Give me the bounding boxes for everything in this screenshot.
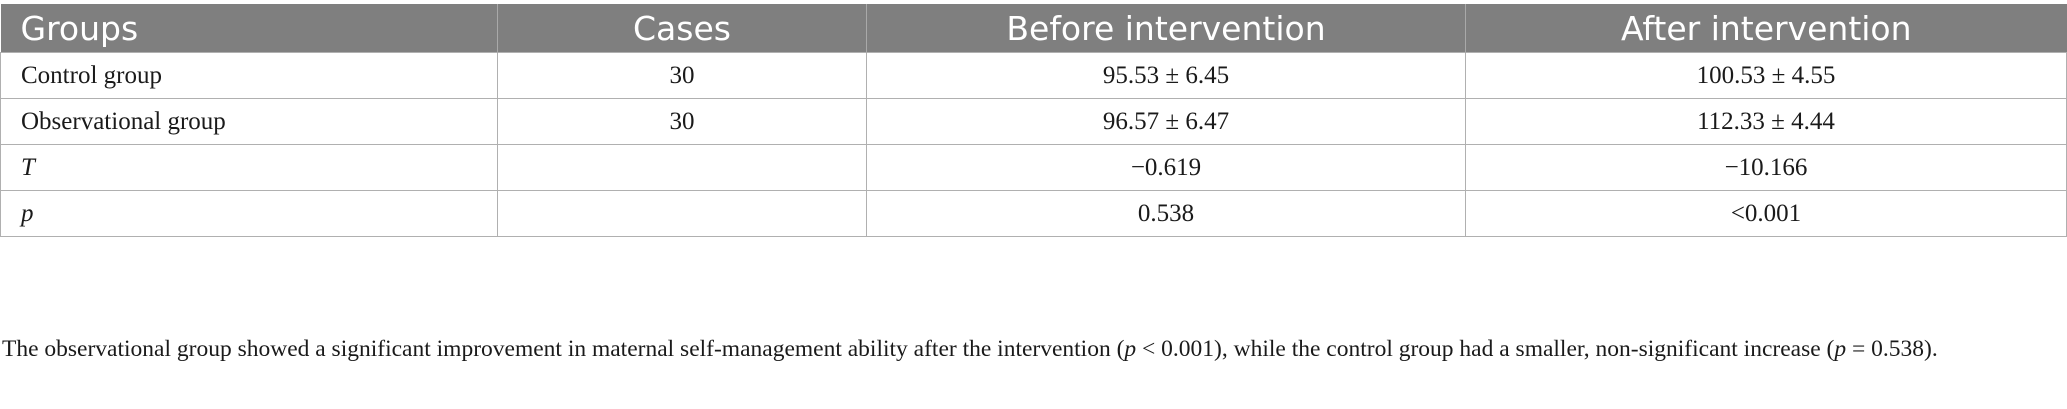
table-row: Observational group 30 96.57 ± 6.47 112.… (0, 98, 2067, 145)
cell-group: Control group (0, 52, 498, 99)
results-table: Groups Cases Before intervention After i… (0, 4, 2067, 237)
cell-before: 95.53 ± 6.45 (866, 52, 1466, 99)
footnote-text-1: The observational group showed a signifi… (2, 336, 1125, 362)
cell-after: −10.166 (1465, 144, 2067, 191)
cell-before: 96.57 ± 6.47 (866, 98, 1466, 145)
table-row: Control group 30 95.53 ± 6.45 100.53 ± 4… (0, 52, 2067, 99)
cell-after: 100.53 ± 4.55 (1465, 52, 2067, 99)
footnote-p-symbol-2: p (1834, 336, 1847, 362)
footnote-text-2: < 0.001), while the control group had a … (1136, 336, 1835, 362)
cell-after: 112.33 ± 4.44 (1465, 98, 2067, 145)
cell-cases: 30 (497, 52, 867, 99)
cell-cases (497, 190, 867, 237)
cell-after: <0.001 (1465, 190, 2067, 237)
table-footnote: The observational group showed a signifi… (2, 333, 2042, 365)
header-groups: Groups (0, 4, 498, 53)
cell-before: −0.619 (866, 144, 1466, 191)
cell-before: 0.538 (866, 190, 1466, 237)
table-row: T −0.619 −10.166 (0, 144, 2067, 191)
header-cases: Cases (497, 4, 867, 53)
header-after-intervention: After intervention (1465, 4, 2067, 53)
cell-cases: 30 (497, 98, 867, 145)
table-header-row: Groups Cases Before intervention After i… (0, 4, 2067, 53)
cell-group: Observational group (0, 98, 498, 145)
header-before-intervention: Before intervention (866, 4, 1466, 53)
results-table-container: Groups Cases Before intervention After i… (0, 4, 2067, 237)
footnote-p-symbol-1: p (1124, 336, 1137, 362)
footnote-text-3: = 0.538). (1846, 336, 1938, 362)
cell-group: T (0, 144, 498, 191)
cell-group: p (0, 190, 498, 237)
cell-cases (497, 144, 867, 191)
table-row: p 0.538 <0.001 (0, 190, 2067, 237)
